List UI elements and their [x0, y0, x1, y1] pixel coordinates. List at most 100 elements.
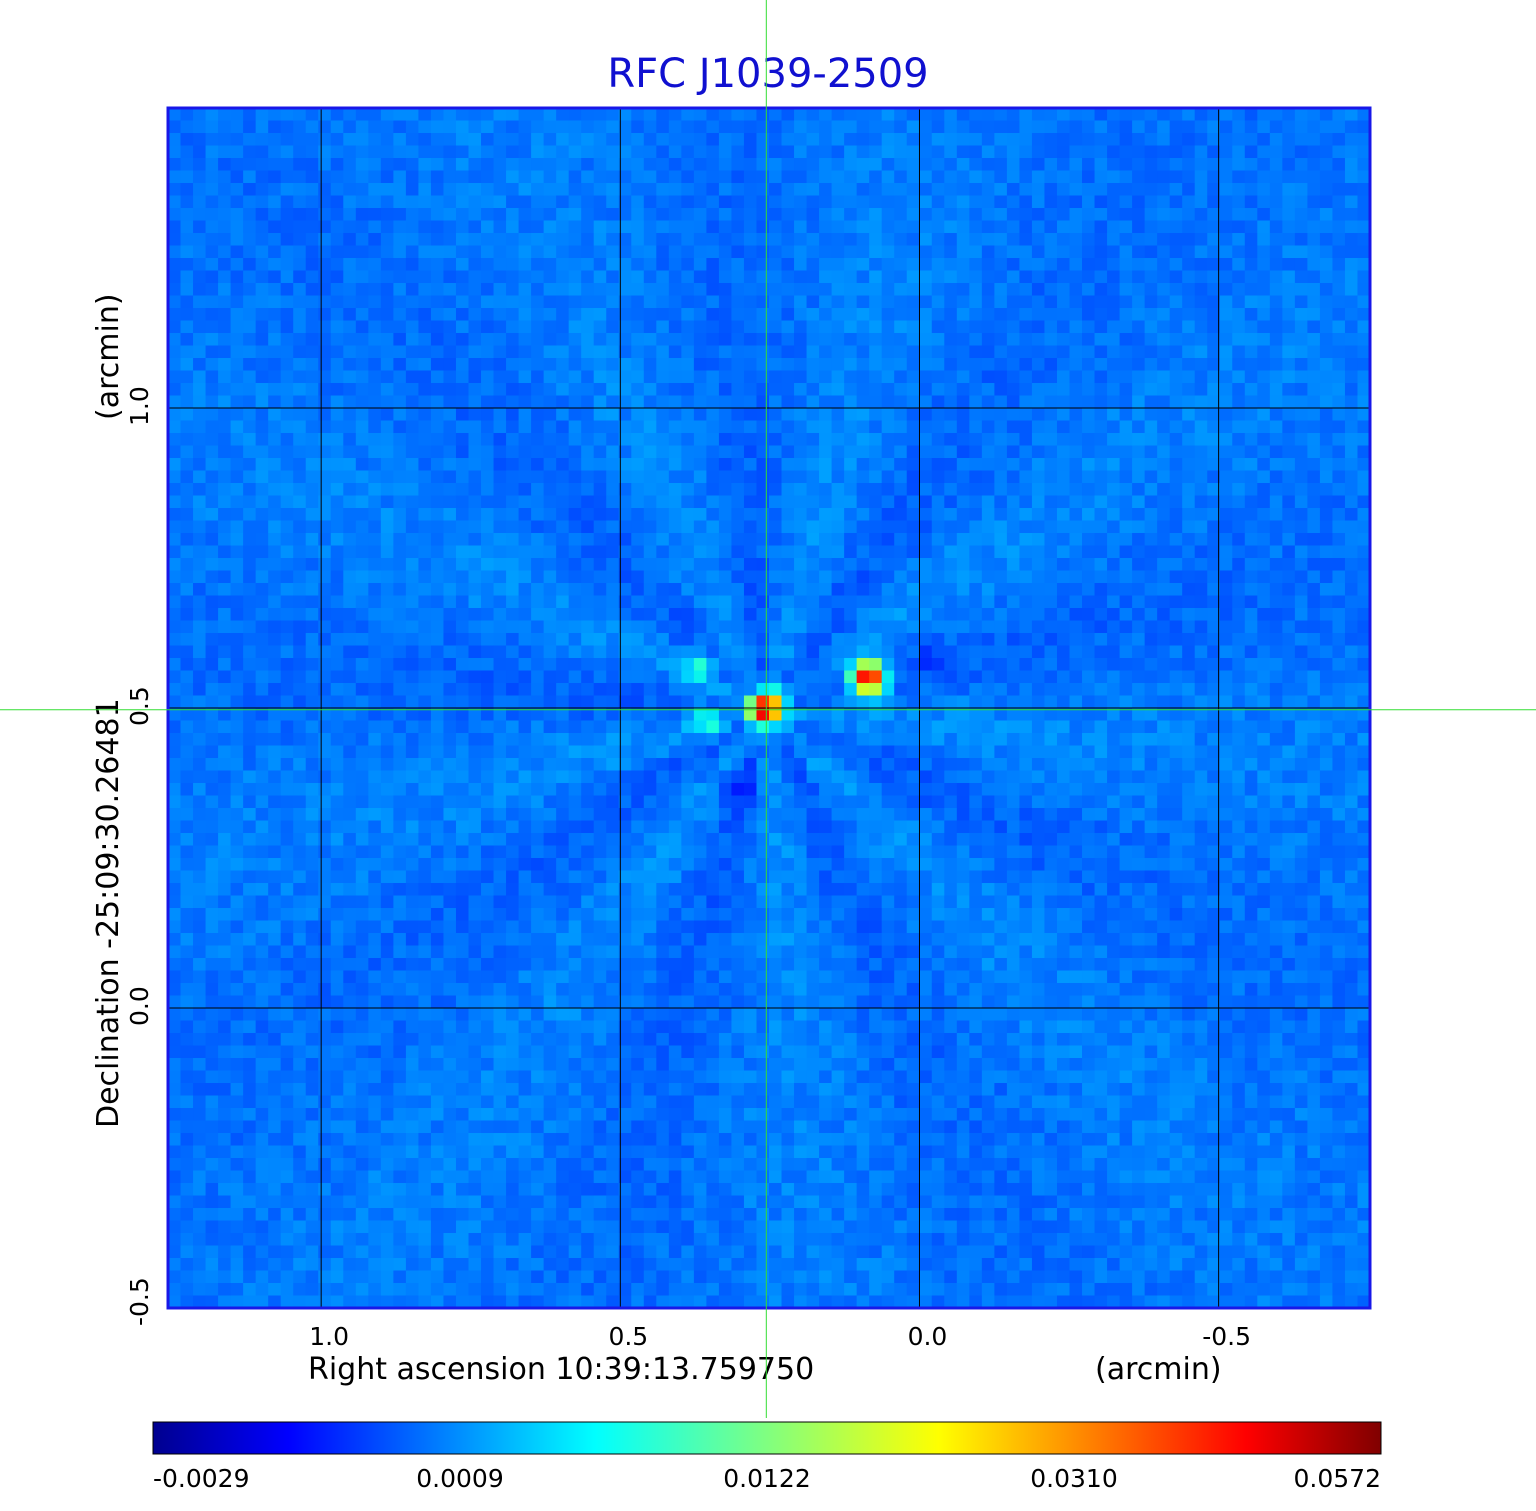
heatmap-cell — [931, 170, 945, 184]
heatmap-cell — [255, 658, 269, 672]
heatmap-cell — [1244, 545, 1258, 559]
heatmap-cell — [581, 608, 595, 622]
heatmap-cell — [806, 595, 820, 609]
heatmap-cell — [1194, 508, 1208, 522]
heatmap-cell — [944, 583, 958, 597]
heatmap-cell — [618, 608, 632, 622]
heatmap-cell — [518, 183, 532, 197]
heatmap-cell — [969, 420, 983, 434]
heatmap-cell — [1031, 308, 1046, 322]
heatmap-cell — [455, 195, 470, 209]
heatmap-cell — [1344, 145, 1359, 159]
heatmap-cell — [1006, 233, 1021, 247]
heatmap-cell — [969, 533, 983, 547]
heatmap-cell — [894, 745, 908, 759]
heatmap-cell — [1357, 520, 1370, 534]
heatmap-cell — [1031, 108, 1046, 122]
heatmap-cell — [1269, 170, 1283, 184]
heatmap-cell — [693, 333, 707, 347]
heatmap-cell — [806, 633, 820, 647]
heatmap-cell — [919, 183, 933, 197]
heatmap-cell — [168, 170, 182, 184]
heatmap-cell — [1319, 308, 1334, 322]
heatmap-cell — [1157, 520, 1171, 534]
heatmap-cell — [656, 570, 670, 584]
heatmap-cell — [1006, 495, 1021, 509]
heatmap-cell — [1031, 558, 1046, 572]
heatmap-cell — [1244, 233, 1258, 247]
heatmap-cell — [718, 333, 733, 347]
heatmap-cell — [1019, 108, 1033, 122]
heatmap-cell — [280, 545, 294, 559]
heatmap-cell — [1344, 370, 1359, 384]
heatmap-cell — [368, 595, 382, 609]
heatmap-cell — [556, 345, 570, 359]
heatmap-cell — [819, 270, 833, 284]
heatmap-cell — [455, 320, 470, 334]
heatmap-cell — [280, 120, 294, 134]
heatmap-cell — [330, 583, 344, 597]
heatmap-cell — [1357, 733, 1370, 747]
heatmap-cell — [819, 420, 833, 434]
heatmap-cell — [1344, 545, 1359, 559]
heatmap-cell — [430, 245, 445, 259]
heatmap-cell — [305, 670, 319, 684]
heatmap-cell — [668, 595, 682, 609]
heatmap-cell — [869, 645, 883, 659]
heatmap-cell — [193, 220, 207, 234]
heatmap-cell — [1031, 195, 1046, 209]
heatmap-cell — [168, 258, 182, 272]
heatmap-cell — [243, 220, 257, 234]
heatmap-cell — [668, 620, 682, 634]
heatmap-cell — [405, 308, 420, 322]
heatmap-cell — [293, 608, 307, 622]
heatmap-cell — [1294, 158, 1308, 172]
heatmap-cell — [1006, 558, 1021, 572]
heatmap-cell — [1182, 433, 1196, 447]
heatmap-cell — [1357, 295, 1370, 309]
heatmap-cell — [1182, 170, 1196, 184]
heatmap-cell — [1157, 283, 1171, 297]
heatmap-cell — [944, 345, 958, 359]
heatmap-cell — [1307, 558, 1321, 572]
heatmap-cell — [430, 495, 445, 509]
heatmap-cell — [731, 308, 745, 322]
heatmap-cell — [706, 295, 720, 309]
heatmap-cell — [418, 195, 432, 209]
heatmap-cell — [618, 395, 632, 409]
heatmap-cell — [1219, 733, 1233, 747]
heatmap-cell — [593, 283, 607, 297]
heatmap-cell — [380, 220, 394, 234]
heatmap-cell — [806, 183, 820, 197]
heatmap-cell — [681, 308, 695, 322]
heatmap-cell — [405, 658, 420, 672]
heatmap-cell — [931, 370, 945, 384]
heatmap-cell — [1019, 470, 1033, 484]
heatmap-cell — [1132, 308, 1146, 322]
heatmap-cell — [969, 283, 983, 297]
heatmap-cell — [268, 308, 282, 322]
heatmap-cell — [293, 420, 307, 434]
heatmap-cell — [205, 458, 219, 472]
heatmap-cell — [1031, 233, 1046, 247]
heatmap-cell — [405, 145, 420, 159]
heatmap-cell — [293, 658, 307, 672]
heatmap-cell — [618, 433, 632, 447]
heatmap-cell — [743, 458, 758, 472]
heatmap-cell — [844, 570, 858, 584]
heatmap-cell — [1219, 195, 1233, 209]
heatmap-cell — [681, 508, 695, 522]
heatmap-cell — [218, 745, 232, 759]
heatmap-cell — [581, 295, 595, 309]
heatmap-cell — [1044, 595, 1058, 609]
heatmap-cell — [819, 170, 833, 184]
heatmap-cell — [543, 295, 557, 309]
heatmap-cell — [743, 508, 758, 522]
heatmap-cell — [1357, 408, 1370, 422]
heatmap-cell — [543, 133, 557, 147]
heatmap-cell — [1094, 370, 1108, 384]
heatmap-cell — [1019, 295, 1033, 309]
heatmap-cell — [1069, 745, 1083, 759]
heatmap-cell — [380, 370, 394, 384]
heatmap-cell — [180, 383, 194, 397]
